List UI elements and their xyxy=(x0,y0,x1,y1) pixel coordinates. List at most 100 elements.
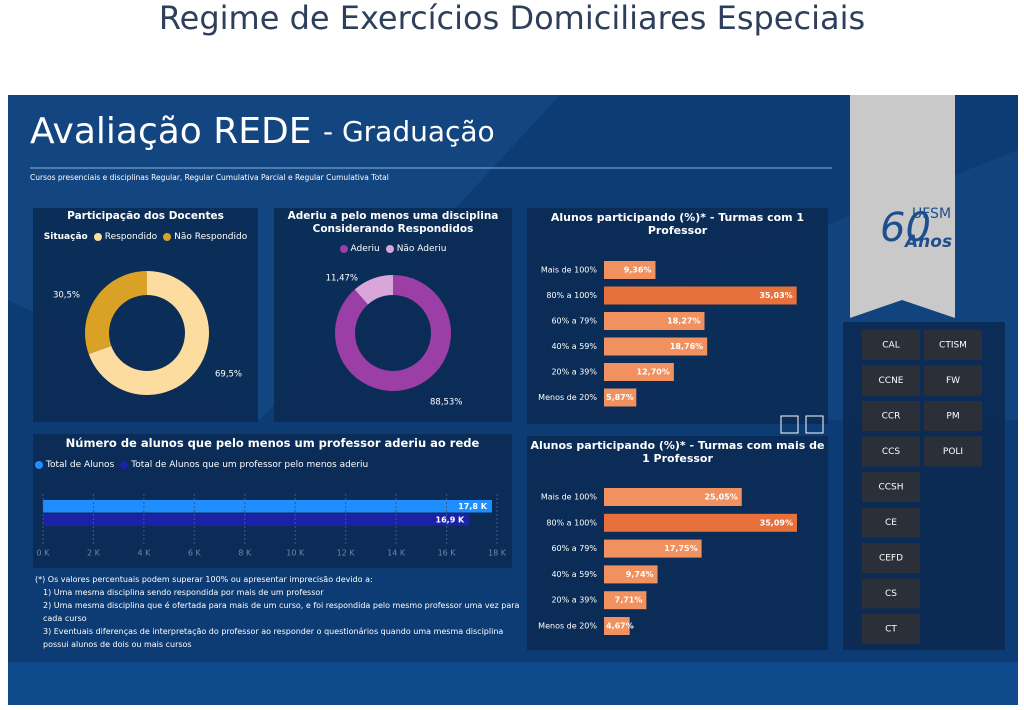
filter-button[interactable]: CS xyxy=(862,578,920,609)
button-label: PM xyxy=(946,412,959,422)
logo-banner xyxy=(850,95,955,318)
donut-slice xyxy=(85,271,147,354)
bar xyxy=(604,488,742,506)
footnote-line: 2) Uma mesma disciplina que é ofertada p… xyxy=(43,601,520,623)
donut-slice xyxy=(335,275,452,391)
bottom-band xyxy=(8,662,1018,705)
data-label: 4,67% xyxy=(606,622,634,631)
button-bg xyxy=(862,330,920,360)
legend-swatch xyxy=(385,244,394,253)
button-bg xyxy=(862,507,920,538)
data-label: 69,5% xyxy=(215,370,242,380)
button-label: POLI xyxy=(943,447,963,457)
filter-button[interactable]: POLI xyxy=(924,436,982,467)
bar xyxy=(604,337,708,356)
button-label: CCR xyxy=(882,412,901,422)
data-label: 18,76% xyxy=(670,342,703,351)
bar xyxy=(604,363,674,381)
bar xyxy=(604,617,630,635)
legend-swatch xyxy=(35,460,43,469)
legend-text: Total de Alunos xyxy=(46,460,115,470)
y-tick-label: 60% a 79% xyxy=(551,317,597,326)
button-bg xyxy=(862,614,920,644)
legend-swatch xyxy=(120,460,129,469)
y-tick-label: Menos de 20% xyxy=(538,622,597,631)
bar xyxy=(604,565,658,584)
legend-swatch xyxy=(93,232,102,241)
legend-text: Respondido xyxy=(104,232,158,242)
logo-text: UFSM xyxy=(912,206,951,222)
data-label: 17,8 K xyxy=(458,502,488,511)
chart-title: Aderiu a pelo menos uma disciplina Consi… xyxy=(287,210,499,235)
bar xyxy=(43,513,470,526)
chart-title: Alunos participando (%)* - Turmas com ma… xyxy=(530,439,825,465)
x-tick-label: 10 K xyxy=(286,549,305,558)
data-label: 9,36% xyxy=(624,266,652,275)
y-tick-label: 80% a 100% xyxy=(546,291,597,300)
button-label: CCNE xyxy=(879,376,904,386)
legend-text: Situação xyxy=(43,232,88,242)
data-label: 88,53% xyxy=(430,398,462,408)
y-tick-label: 20% a 39% xyxy=(551,368,597,377)
bar xyxy=(604,286,797,305)
expand-icon[interactable] xyxy=(805,415,824,434)
donut-slice xyxy=(354,275,393,305)
legend-swatch xyxy=(163,232,172,241)
legend-item: Respondido xyxy=(93,232,158,242)
filter-button[interactable]: CCR xyxy=(862,401,920,431)
button-label: CTISM xyxy=(939,341,967,351)
button-label: CE xyxy=(885,518,897,528)
data-label: 35,09% xyxy=(760,518,793,527)
legend-item: Não Aderiu xyxy=(385,244,446,254)
x-tick-label: 6 K xyxy=(188,549,202,558)
legend-text: Total de Alunos que um professor pelo me… xyxy=(131,460,369,470)
filter-button[interactable]: CTISM xyxy=(924,330,982,360)
subtitle: Cursos presenciais e disciplinas Regular… xyxy=(30,173,389,182)
legend-title: Situação xyxy=(44,232,88,242)
filter-button[interactable]: CT xyxy=(862,614,920,644)
filter-button[interactable]: CCS xyxy=(862,436,920,467)
x-tick-label: 16 K xyxy=(438,549,457,558)
data-label: 7,71% xyxy=(615,596,643,605)
dashboard-title: Avaliação REDE - Graduação xyxy=(30,111,495,152)
data-label: 11,47% xyxy=(326,274,358,284)
footnote-line: (*) Os valores percentuais podem superar… xyxy=(35,575,373,584)
x-tick-label: 8 K xyxy=(238,549,252,558)
x-tick-label: 4 K xyxy=(137,549,151,558)
filter-button[interactable]: PM xyxy=(924,401,982,431)
bar xyxy=(604,539,702,558)
filter-button[interactable]: CCSH xyxy=(862,472,920,502)
button-bg xyxy=(862,472,920,502)
legend: Aderiu Não Aderiu xyxy=(274,244,512,254)
filter-button[interactable]: CEFD xyxy=(862,543,920,573)
button-label: CS xyxy=(885,589,897,599)
footnote-line: 3) Eventuais diferenças de interpretação… xyxy=(43,627,504,649)
data-label: 25,05% xyxy=(704,493,737,502)
filter-button[interactable]: CE xyxy=(862,507,920,538)
y-tick-label: Mais de 100% xyxy=(541,266,598,275)
y-tick-label: 40% a 59% xyxy=(551,342,597,351)
legend-item: Total de Alunos xyxy=(35,460,114,470)
button-label: CEFD xyxy=(879,554,903,564)
data-label: 5,87% xyxy=(606,393,634,402)
y-tick-label: 60% a 79% xyxy=(551,544,597,553)
button-bg xyxy=(924,401,982,431)
x-tick-label: 0 K xyxy=(37,549,51,558)
filter-button[interactable]: FW xyxy=(924,365,982,396)
legend-item: Aderiu xyxy=(339,244,380,254)
button-bg xyxy=(862,436,920,467)
filter-icon[interactable] xyxy=(780,415,799,434)
logo-years: Anos xyxy=(903,232,952,252)
data-label: 30,5% xyxy=(53,291,80,301)
button-bg xyxy=(862,365,920,396)
chart-title: Participação dos Docentes xyxy=(67,210,224,222)
y-tick-label: Menos de 20% xyxy=(538,393,597,402)
button-label: CAL xyxy=(882,341,899,351)
chart-title: Alunos participando (%)* - Turmas com 1 … xyxy=(550,211,805,237)
data-label: 17,75% xyxy=(664,544,697,553)
legend-item: Não Respondido xyxy=(163,232,247,242)
data-label: 18,27% xyxy=(667,317,700,326)
filter-button[interactable]: CCNE xyxy=(862,365,920,396)
filter-button[interactable]: CAL xyxy=(862,330,920,360)
